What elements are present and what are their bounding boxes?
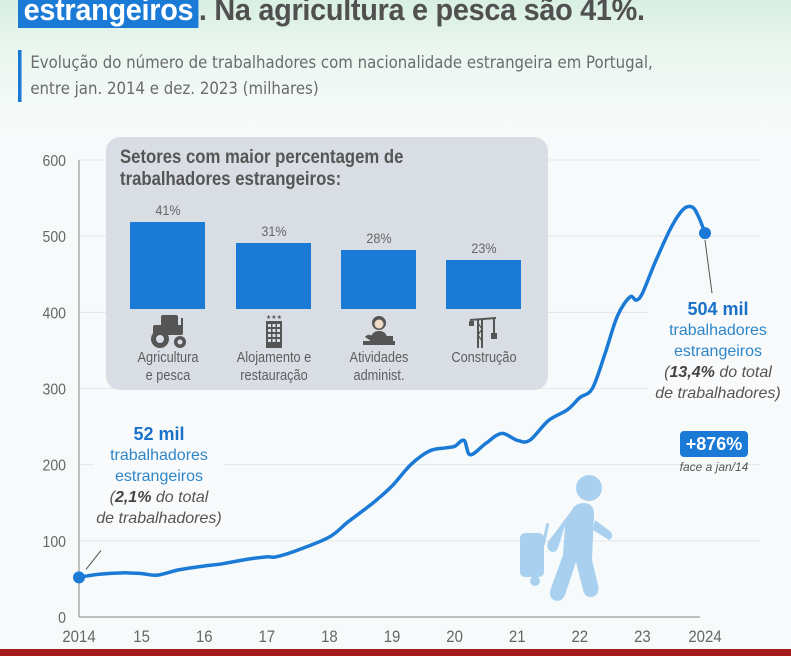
inset-title-line1: Setores com maior percentagem de <box>120 147 404 168</box>
start-annotation: 52 mil trabalhadores estrangeiros (2,1% … <box>94 423 224 529</box>
x-tick-label: 2024 <box>688 628 721 646</box>
start-line4: de trabalhadores) <box>96 510 222 527</box>
inset-bar-value-label: 28% <box>365 229 392 246</box>
sector-inset: Setores com maior percentagem de trabalh… <box>106 137 548 390</box>
end-value-label: 504 mil <box>687 299 749 319</box>
inset-category-line: restauração <box>239 368 308 384</box>
x-tick-label-group: 21 <box>509 628 526 646</box>
end-line1: trabalhadores <box>669 322 767 339</box>
office-worker-icon <box>359 313 399 349</box>
start-pct: 2,1% <box>114 489 152 506</box>
inset-category-line: Construção <box>450 350 517 366</box>
footer-bar <box>0 649 791 656</box>
inset-title-line2: trabalhadores estrangeiros: <box>120 169 342 190</box>
end-line4: de trabalhadores) <box>655 385 781 402</box>
x-tick-label-group: 17 <box>258 628 275 646</box>
y-tick-label: 200 <box>43 457 66 475</box>
chart-subtitle: Evolução do número de trabalhadores com … <box>18 50 664 102</box>
y-tick-label: 100 <box>43 533 66 551</box>
inset-title: Setores com maior percentagem de trabalh… <box>120 147 403 191</box>
inset-category-line: e pesca <box>145 368 190 384</box>
x-tick-label: 2014 <box>62 628 95 646</box>
start-line1: trabalhadores <box>110 447 208 464</box>
crane-icon <box>464 313 504 349</box>
inset-bar <box>446 260 521 309</box>
end-pct-suffix: do total <box>714 364 772 381</box>
inset-category-line: administ. <box>352 368 405 384</box>
x-tick-label-group: 20 <box>446 628 463 646</box>
svg-text:★★★: ★★★ <box>265 314 281 321</box>
start-value-label: 52 mil <box>133 424 185 444</box>
inset-bar <box>236 243 311 309</box>
inset-category-label: Atividades administ. <box>330 349 427 385</box>
x-tick-label-group: 18 <box>321 628 338 646</box>
x-tick-label-group: 23 <box>634 628 651 646</box>
inset-bar-value-label: 41% <box>154 202 181 218</box>
x-tick-label: 20 <box>446 628 463 646</box>
x-tick-label: 18 <box>321 628 338 646</box>
end-line3: (13,4% do total <box>664 364 772 381</box>
end-annotation: 504 mil trabalhadores estrangeiros (13,4… <box>648 298 788 404</box>
y-tick-label: 400 <box>43 305 66 323</box>
y-tick-label: 500 <box>43 228 66 246</box>
y-tick-label: 300 <box>43 381 66 399</box>
y-tick-label: 600 <box>43 152 66 170</box>
hotel-icon: ★★★ <box>254 313 294 349</box>
inset-category-label: Construção <box>435 349 532 367</box>
headline-rest: . Na agricultura e pesca são 41%. <box>198 0 645 27</box>
end-line2: estrangeiros <box>673 343 763 360</box>
start-point-marker <box>73 571 85 584</box>
start-leader-line <box>85 550 102 570</box>
end-point-marker <box>699 227 711 240</box>
headline-highlight: estrangeiros <box>18 0 199 28</box>
inset-bar <box>341 249 416 309</box>
x-tick-label: 23 <box>634 628 651 646</box>
x-tick-label: 19 <box>384 628 401 646</box>
x-tick-label: 21 <box>509 628 526 646</box>
end-leader-line <box>704 240 713 294</box>
x-tick-label: 17 <box>258 628 275 646</box>
change-badge-note: face a jan/14 <box>679 460 749 474</box>
start-line3: (2,1% do total <box>109 489 209 506</box>
change-badge: +876% <box>680 431 748 457</box>
x-tick-label-group: 16 <box>196 628 213 646</box>
x-tick-label-group: 22 <box>571 628 588 646</box>
end-pct: 13,4% <box>669 364 715 381</box>
x-tick-label-group: 2014 <box>62 628 95 646</box>
inset-category-line: Agricultura <box>137 350 198 366</box>
x-tick-label-group: 2024 <box>688 628 721 646</box>
x-tick-label: 22 <box>571 628 588 646</box>
inset-category-label: Agricultura e pesca <box>119 349 216 385</box>
series-line <box>73 204 713 584</box>
axes: 0 100 200 300 400 500 600 2014 15 16 17 18 19 20 21 22 2… <box>43 152 722 646</box>
x-tick-label: 15 <box>133 628 150 646</box>
series-path <box>77 204 707 580</box>
inset-category-line: Alojamento e <box>236 350 311 366</box>
x-tick-label-group: 15 <box>133 628 150 646</box>
y-tick-label: 0 <box>58 609 66 627</box>
inset-bar-value-label: 23% <box>470 240 497 257</box>
inset-bar <box>130 222 205 309</box>
start-pct-suffix: do total <box>151 489 209 506</box>
inset-category-line: Atividades <box>349 350 408 366</box>
inset-bar-value-label: 31% <box>260 223 287 240</box>
start-line2: estrangeiros <box>114 468 204 485</box>
x-tick-label: 16 <box>196 628 213 646</box>
traveler-icon <box>520 475 613 601</box>
inset-category-label: Alojamento e restauração <box>225 349 322 385</box>
x-tick-label-group: 19 <box>384 628 401 646</box>
headline: estrangeiros. Na agricultura e pesca são… <box>18 0 645 28</box>
tractor-icon <box>148 313 188 349</box>
